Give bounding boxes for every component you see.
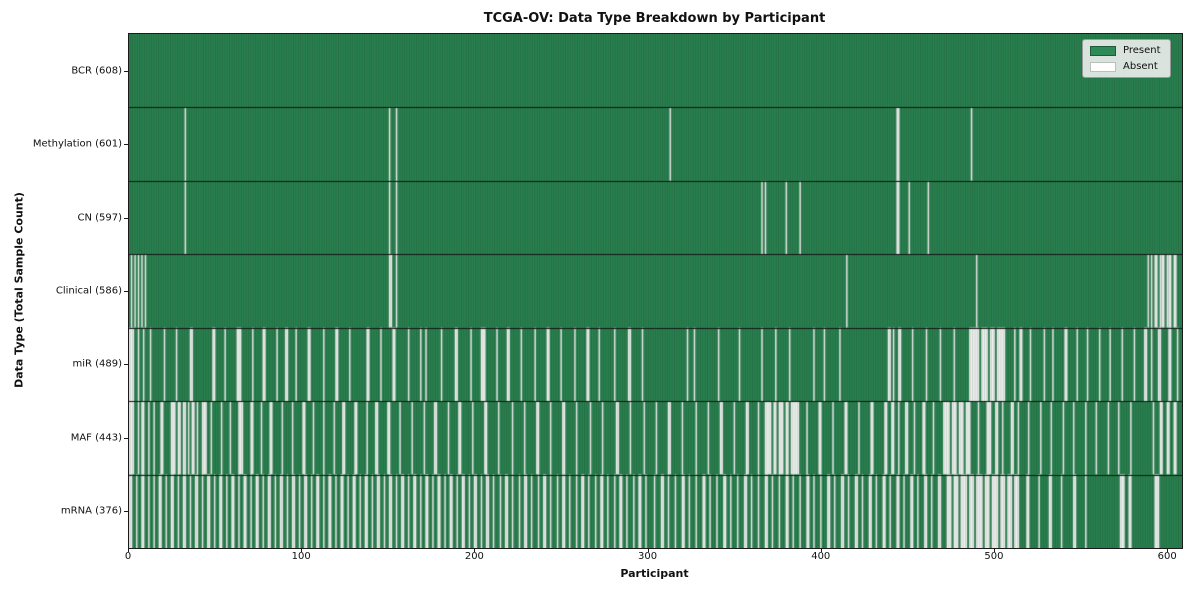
y-tick-label-cn: CN (597) <box>77 212 122 224</box>
y-tick-mark <box>124 144 128 146</box>
legend-item-present: Present <box>1090 45 1161 56</box>
y-tick-mark <box>124 291 128 292</box>
y-tick-mark <box>124 511 128 513</box>
x-tick-label-100: 100 <box>291 551 311 562</box>
x-tick-mark <box>128 548 129 552</box>
present-swatch-icon <box>1090 45 1116 56</box>
x-tick-label-500: 500 <box>984 551 1004 562</box>
y-tick-mark <box>124 364 128 366</box>
chart-title: TCGA-OV: Data Type Breakdown by Particip… <box>483 11 826 26</box>
y-tick-label-bcr: BCR (608) <box>71 65 122 77</box>
y-tick-label-mrna: mRNA (376) <box>60 505 122 517</box>
x-tick-label-0: 0 <box>124 551 132 562</box>
y-tick-label-clinical: Clinical (586) <box>55 285 122 297</box>
legend-item-absent: Absent <box>1090 61 1161 72</box>
x-tick-label-200: 200 <box>464 551 484 562</box>
y-tick-mark <box>124 70 128 72</box>
x-tick-mark <box>1167 548 1169 552</box>
y-tick-label-methylation: Methylation (601) <box>32 138 122 150</box>
x-tick-label-300: 300 <box>638 551 658 562</box>
y-tick-mark <box>124 217 128 219</box>
absent-swatch-icon <box>1090 61 1116 72</box>
y-tick-mark <box>124 437 128 439</box>
x-axis: 0 100 200 300 400 500 600 <box>124 551 1181 565</box>
x-tick-mark <box>474 548 476 552</box>
plot-area <box>128 33 1183 549</box>
y-tick-label-mir: miR (489) <box>72 358 122 370</box>
legend-present-label: Present <box>1123 45 1161 56</box>
x-tick-label-600: 600 <box>1157 551 1177 562</box>
x-tick-label-400: 400 <box>811 551 831 562</box>
x-tick-mark <box>820 548 822 552</box>
y-tick-label-maf: MAF (443) <box>70 432 122 444</box>
heatmap-canvas <box>129 34 1182 548</box>
x-axis-label: Participant <box>620 567 689 580</box>
x-tick-mark <box>301 548 303 552</box>
legend-absent-label: Absent <box>1123 61 1158 72</box>
x-tick-mark <box>993 548 995 552</box>
legend: Present Absent <box>1082 39 1171 78</box>
y-axis: BCR (608) Methylation (601) CN (597) Clinic… <box>0 34 122 548</box>
x-tick-mark <box>647 548 649 552</box>
